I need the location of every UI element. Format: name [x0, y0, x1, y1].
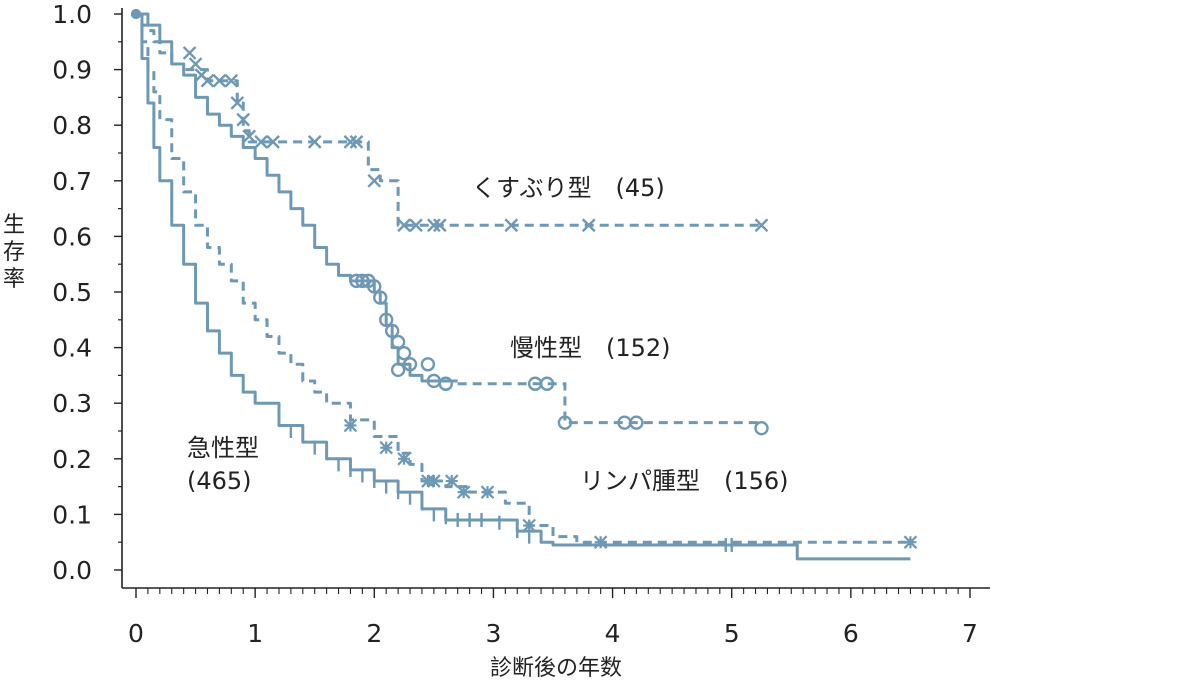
series-count: (465) [187, 467, 252, 495]
censor-x-marker [242, 129, 257, 144]
censor-star-marker [427, 474, 441, 488]
x-tick-label: 1 [247, 619, 263, 648]
series-line [136, 12, 911, 561]
series-line [136, 12, 458, 383]
censor-circle-marker [355, 273, 370, 289]
y-tick-label: 0.3 [52, 389, 92, 418]
censor-circle-marker [629, 415, 644, 430]
censor-x-marker [307, 135, 322, 149]
y-tick-label: 0.8 [52, 111, 92, 140]
series-line-tail [457, 382, 762, 425]
censor-star-marker [480, 485, 495, 499]
series-label-1: くすぶり型 (45) [472, 174, 665, 202]
censor-x-marker [266, 135, 280, 149]
series-count: (45) [616, 174, 665, 202]
series-count: (156) [724, 467, 789, 495]
series-count: (152) [606, 334, 671, 362]
x-tick-label: 4 [605, 619, 621, 648]
x-axis-label: 診断後の年数 [490, 656, 622, 681]
censor-x-marker [188, 57, 203, 71]
y-axis-label-char: 存 [3, 240, 25, 265]
y-tick-label: 0.7 [52, 167, 92, 196]
censor-circle-marker [390, 334, 406, 350]
censor-circle-marker [557, 415, 573, 430]
y-tick-label: 1.0 [52, 0, 92, 29]
x-tick-label: 2 [366, 619, 382, 648]
censor-x-marker [504, 218, 519, 233]
censor-x-marker [254, 135, 268, 149]
axes: 0.0 0.1 0.2 0.3 0.4 0.5 0.6 0.7 0.8 0.9 1.0 0 1 2 3 4 5 6… [3, 0, 990, 648]
censor-circle-marker [754, 421, 769, 436]
censor-x-marker [581, 218, 596, 233]
censor-star-marker [343, 418, 358, 433]
censor-star-marker [903, 535, 918, 549]
censor-x-marker [236, 112, 251, 127]
censor-circle-marker [390, 362, 406, 378]
censor-star-marker [379, 440, 393, 455]
y-tick-label: 0.0 [52, 556, 92, 585]
censor-circle-marker [438, 376, 453, 391]
series-label-4: 急性型 (465) [187, 434, 259, 495]
censor-circle-marker [402, 357, 418, 372]
x-tick-label: 0 [128, 619, 144, 648]
series-line [136, 12, 762, 227]
series-4 [131, 9, 911, 561]
series-name: 急性型 [187, 434, 259, 462]
y-tick-label: 0.5 [52, 278, 92, 307]
censor-x-marker [200, 73, 215, 88]
censor-circle-marker [396, 345, 412, 361]
censor-x-marker [427, 218, 441, 233]
y-tick-label: 0.2 [52, 445, 92, 474]
censor-x-marker [409, 218, 423, 233]
censor-x-marker [212, 73, 227, 88]
x-tick-label: 5 [724, 619, 740, 648]
censor-star-marker [456, 485, 471, 499]
censor-x-marker [754, 218, 769, 233]
series-name: くすぶり型 [472, 174, 592, 202]
censor-x-marker [367, 173, 382, 188]
series-start-point [131, 9, 141, 19]
series-layer [131, 9, 918, 561]
censor-circle-marker [384, 323, 400, 339]
series-1 [131, 9, 769, 233]
series-line [136, 12, 911, 544]
censor-x-marker [182, 46, 197, 60]
x-tick-label: 7 [962, 619, 978, 648]
censor-circle-marker [379, 312, 394, 327]
y-axis-label: 生存率 [3, 213, 25, 292]
censor-circle-marker [373, 290, 388, 305]
censor-x-marker [224, 73, 239, 88]
censor-star-marker [444, 474, 459, 488]
censor-x-marker [349, 135, 364, 149]
y-axis-label-char: 生 [3, 213, 25, 238]
x-tick-label: 3 [485, 619, 501, 648]
y-axis-label-char: 率 [3, 267, 25, 292]
series-label-3: リンパ腫型 (156) [580, 467, 789, 495]
censor-star-marker [593, 535, 608, 549]
censor-x-marker [230, 96, 245, 110]
y-tick-label: 0.6 [52, 222, 92, 251]
censor-star-marker [522, 518, 536, 533]
y-tick-label: 0.4 [52, 334, 92, 363]
label-layer: くすぶり型 (45) 慢性型 (152) リンパ腫型 (156) 急性型 (465) [187, 174, 789, 495]
censor-x-marker [432, 218, 447, 233]
censor-circle-marker [367, 279, 382, 294]
series-3 [131, 9, 918, 549]
series-name: 慢性型 [510, 334, 582, 362]
censor-circle-marker [539, 376, 555, 391]
y-tick-label: 0.9 [52, 56, 92, 85]
series-name: リンパ腫型 [580, 467, 700, 495]
series-label-2: 慢性型 (152) [510, 334, 671, 362]
censor-circle-marker [420, 357, 436, 372]
censor-x-marker [397, 218, 411, 233]
series-2 [131, 9, 769, 436]
y-tick-label: 0.1 [52, 500, 92, 529]
censor-star-marker [397, 452, 411, 466]
censor-x-marker [343, 135, 358, 149]
x-tick-label: 6 [843, 619, 859, 648]
